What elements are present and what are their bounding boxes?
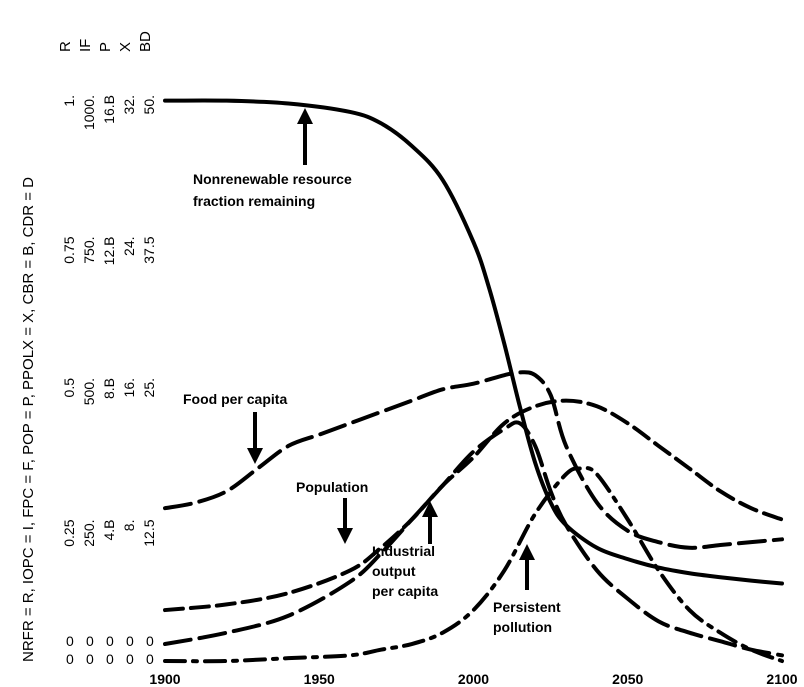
y-scale-label: 0 xyxy=(66,651,74,667)
y-scale-label: 0 xyxy=(146,633,154,649)
code-if: IF xyxy=(77,39,94,52)
arrow-food xyxy=(247,412,263,464)
annotation-population: Population xyxy=(296,479,368,495)
y-scale-label: 1000. xyxy=(81,95,97,130)
x-tick-label: 2050 xyxy=(612,671,643,687)
series-line-nonrenewable-resource-fraction-remaining xyxy=(163,98,784,586)
arrow-pollution xyxy=(519,544,535,590)
y-scale-label: 16. xyxy=(121,378,137,397)
y-scale-label: 0.25 xyxy=(61,519,77,546)
y-scale-label: 24. xyxy=(121,237,137,256)
y-scale-label: 37.5 xyxy=(141,236,157,263)
x-axis-labels: 1900 1950 2000 2050 2100 xyxy=(149,671,797,687)
code-x: X xyxy=(117,42,134,52)
series-line-food-per-capita xyxy=(163,370,784,550)
y-scale-label: 250. xyxy=(81,520,97,547)
y-axis-label-block: NRFR = R, IOPC = I, FPC = F, POP = P, PP… xyxy=(20,177,37,662)
series-line-population xyxy=(163,398,784,613)
y-scale-label: 4.B xyxy=(101,520,117,541)
code-bd: BD xyxy=(137,31,154,52)
y-scale-label: 0 xyxy=(126,651,134,667)
annotation-nonrenewable-line2: fraction remaining xyxy=(193,193,315,209)
annotation-food: Food per capita xyxy=(183,391,287,407)
y-scale-label: 0 xyxy=(126,633,134,649)
x-tick-label: 1900 xyxy=(149,671,180,687)
y-scale-label: 0 xyxy=(106,633,114,649)
annotations: Nonrenewable resource fraction remaining… xyxy=(183,171,565,635)
y-axis-label: NRFR = R, IOPC = I, FPC = F, POP = P, PP… xyxy=(20,177,37,662)
annotation-industrial-line3: per capita xyxy=(372,583,438,599)
y-scale-label: 0 xyxy=(86,633,94,649)
y-scale-label: 750. xyxy=(81,237,97,264)
annotation-nonrenewable: Nonrenewable resource fraction remaining xyxy=(193,171,356,209)
y-scale-label: 0 xyxy=(106,651,114,667)
arrow-industrial xyxy=(422,501,438,544)
annotation-pollution-line2: pollution xyxy=(493,619,552,635)
series-lines xyxy=(163,98,784,664)
annotation-industrial: Industrial output per capita xyxy=(372,543,439,599)
y-scale-label: 0 xyxy=(146,651,154,667)
y-scale-label: 0 xyxy=(86,651,94,667)
y-scale-label: 12.B xyxy=(101,237,117,266)
arrow-nonrenewable xyxy=(297,108,313,165)
y-scale-label: 8. xyxy=(121,520,137,532)
y-scale-label: 1. xyxy=(61,95,77,107)
y-scale-labels: 000.250.50.751.00250.500.750.1000.004.B8… xyxy=(61,95,157,667)
y-scale-label: 0 xyxy=(66,633,74,649)
x-tick-label: 2000 xyxy=(458,671,489,687)
x-tick-label: 1950 xyxy=(304,671,335,687)
annotation-pollution-line1: Persistent xyxy=(493,599,561,615)
code-p: P xyxy=(97,42,114,52)
annotation-arrows xyxy=(247,108,535,590)
code-r: R xyxy=(57,41,74,52)
annotation-nonrenewable-line1: Nonrenewable resource xyxy=(193,171,352,187)
annotation-industrial-line2: output xyxy=(372,563,416,579)
y-scale-label: 32. xyxy=(121,95,137,114)
annotation-pollution: Persistent pollution xyxy=(493,599,565,635)
series-line-persistent-pollution xyxy=(163,466,784,664)
variable-codes: R IF P X BD xyxy=(57,31,154,52)
y-scale-label: 12.5 xyxy=(141,519,157,546)
y-scale-label: 0.5 xyxy=(61,378,77,398)
y-scale-label: 500. xyxy=(81,378,97,405)
y-scale-label: 50. xyxy=(141,95,157,114)
annotation-industrial-line1: Industrial xyxy=(372,543,435,559)
x-tick-label: 2100 xyxy=(766,671,797,687)
y-scale-label: 25. xyxy=(141,378,157,397)
y-scale-label: 0.75 xyxy=(61,236,77,263)
y-scale-label: 16.B xyxy=(101,95,117,124)
series-line-industrial-output-per-capita xyxy=(163,420,784,658)
y-scale-label: 8.B xyxy=(101,378,117,399)
arrow-population xyxy=(337,498,353,544)
